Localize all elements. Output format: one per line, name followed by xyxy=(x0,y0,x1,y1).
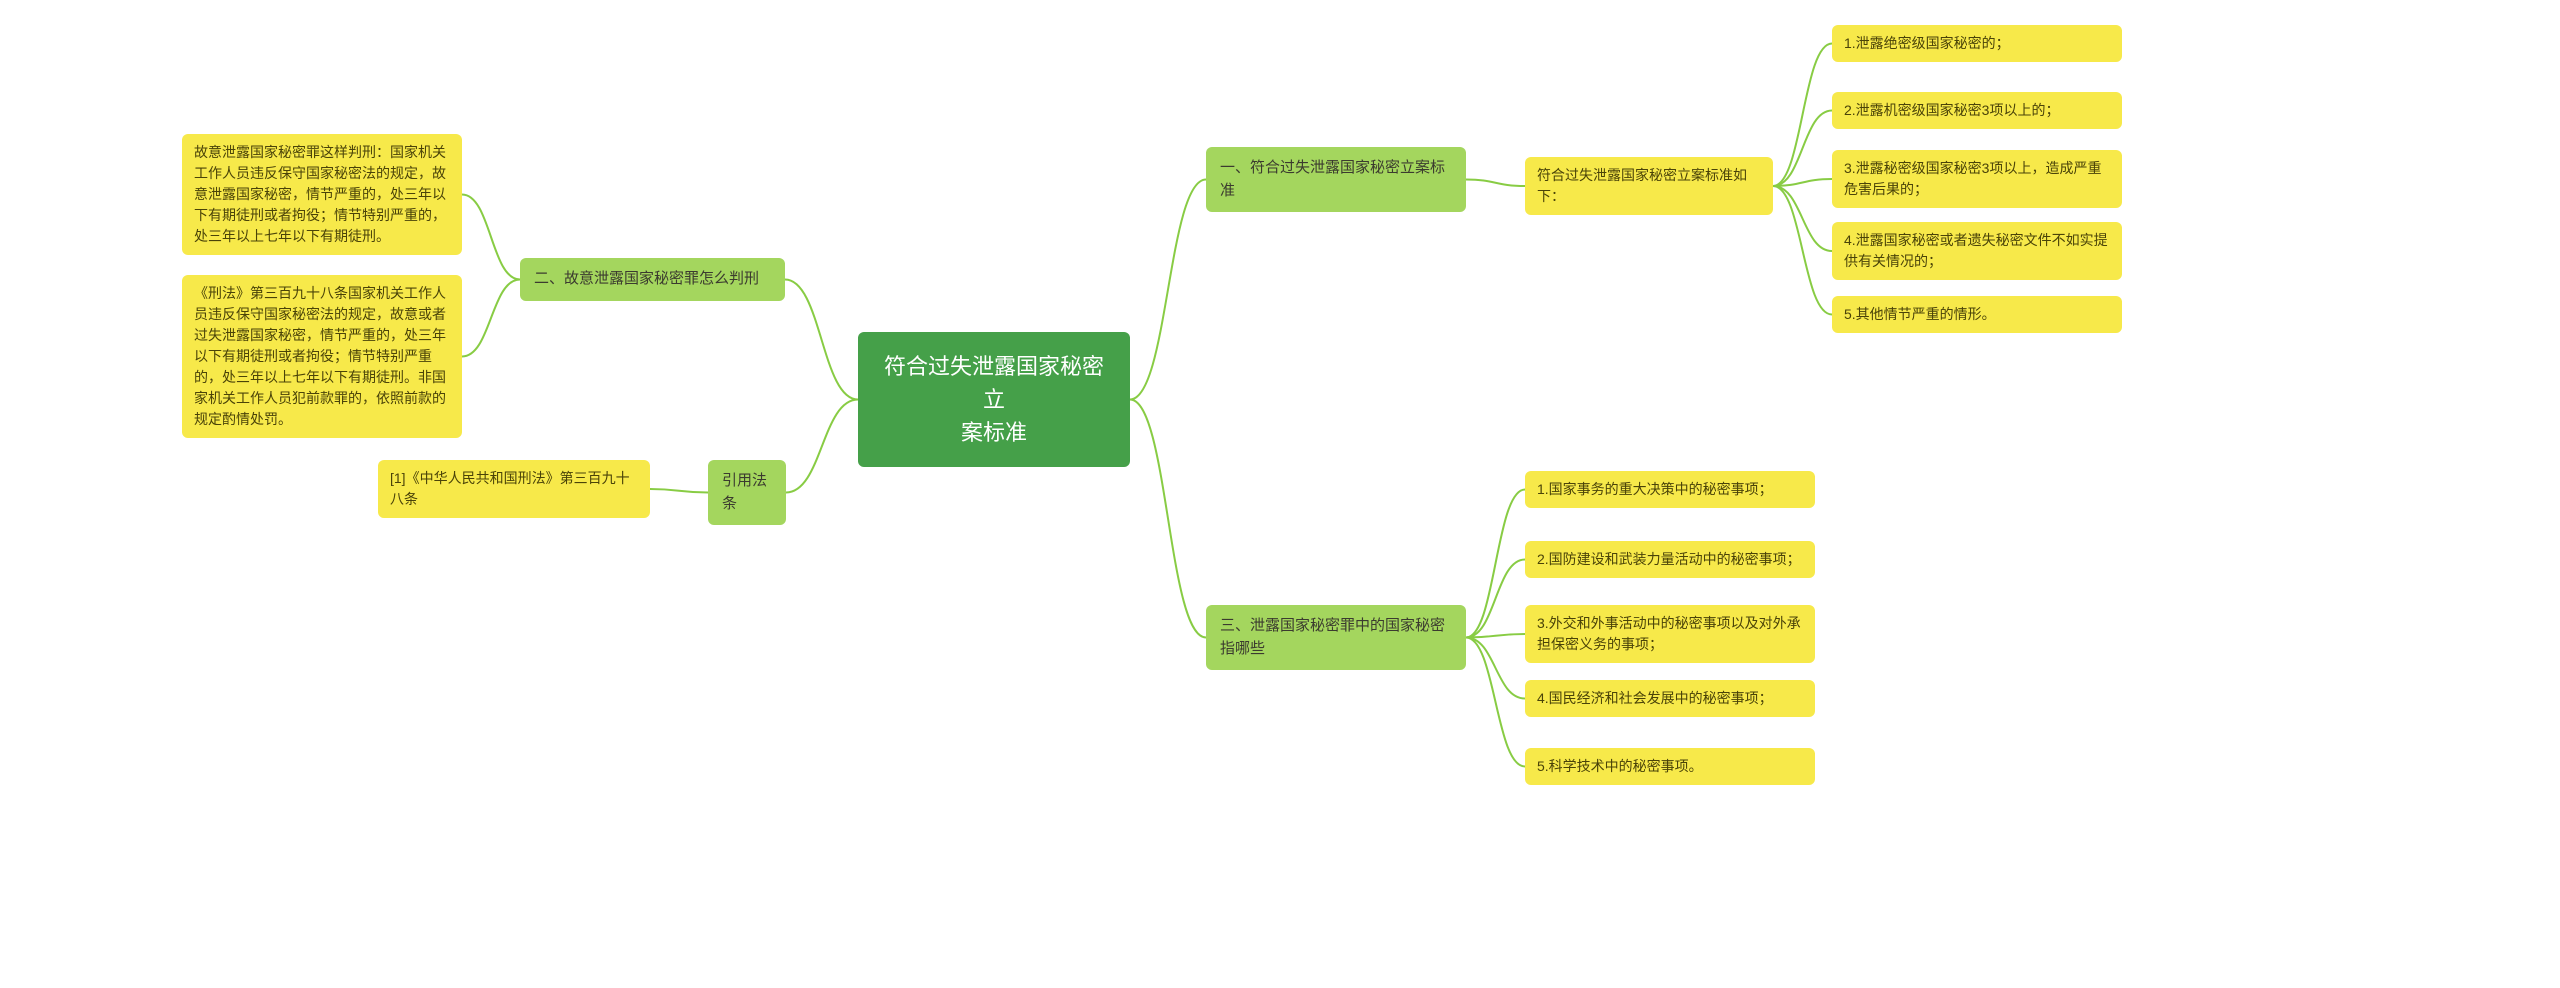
branch-2-item-1: 故意泄露国家秘密罪这样判刑：国家机关工作人员违反保守国家秘密法的规定，故意泄露国… xyxy=(182,134,462,255)
branch-1-item-4: 4.泄露国家秘密或者遗失秘密文件不如实提供有关情况的； xyxy=(1832,222,2122,280)
branch-1: 一、符合过失泄露国家秘密立案标 准 xyxy=(1206,147,1466,212)
root-node: 符合过失泄露国家秘密立 案标准 xyxy=(858,332,1130,467)
branch-1-item-1: 1.泄露绝密级国家秘密的； xyxy=(1832,25,2122,62)
branch-1-line1: 一、符合过失泄露国家秘密立案标 xyxy=(1220,157,1452,180)
root-title-line1: 符合过失泄露国家秘密立 xyxy=(878,350,1110,416)
branch-2-label: 二、故意泄露国家秘密罪怎么判刑 xyxy=(534,270,759,287)
branch-cite-item-1: [1]《中华人民共和国刑法》第三百九十八条 xyxy=(378,460,650,518)
branch-1-item-5: 5.其他情节严重的情形。 xyxy=(1832,296,2122,333)
branch-cite: 引用法条 xyxy=(708,460,786,525)
branch-3-line1: 三、泄露国家秘密罪中的国家秘密 xyxy=(1220,615,1452,638)
root-title-line2: 案标准 xyxy=(878,416,1110,449)
branch-2-item-2: 《刑法》第三百九十八条国家机关工作人员违反保守国家秘密法的规定，故意或者过失泄露… xyxy=(182,275,462,438)
branch-1-sub: 符合过失泄露国家秘密立案标准如下： xyxy=(1525,157,1773,215)
branch-3-item-2: 2.国防建设和武装力量活动中的秘密事项； xyxy=(1525,541,1815,578)
branch-3-item-4: 4.国民经济和社会发展中的秘密事项； xyxy=(1525,680,1815,717)
branch-3-item-5: 5.科学技术中的秘密事项。 xyxy=(1525,748,1815,785)
branch-3-item-3: 3.外交和外事活动中的秘密事项以及对外承担保密义务的事项； xyxy=(1525,605,1815,663)
branch-1-item-3: 3.泄露秘密级国家秘密3项以上，造成严重危害后果的； xyxy=(1832,150,2122,208)
branch-1-line2: 准 xyxy=(1220,180,1452,203)
branch-3: 三、泄露国家秘密罪中的国家秘密 指哪些 xyxy=(1206,605,1466,670)
branch-2: 二、故意泄露国家秘密罪怎么判刑 xyxy=(520,258,785,301)
branch-3-item-1: 1.国家事务的重大决策中的秘密事项； xyxy=(1525,471,1815,508)
branch-1-item-2: 2.泄露机密级国家秘密3项以上的； xyxy=(1832,92,2122,129)
branch-3-line2: 指哪些 xyxy=(1220,638,1452,661)
branch-cite-label: 引用法条 xyxy=(722,472,767,512)
